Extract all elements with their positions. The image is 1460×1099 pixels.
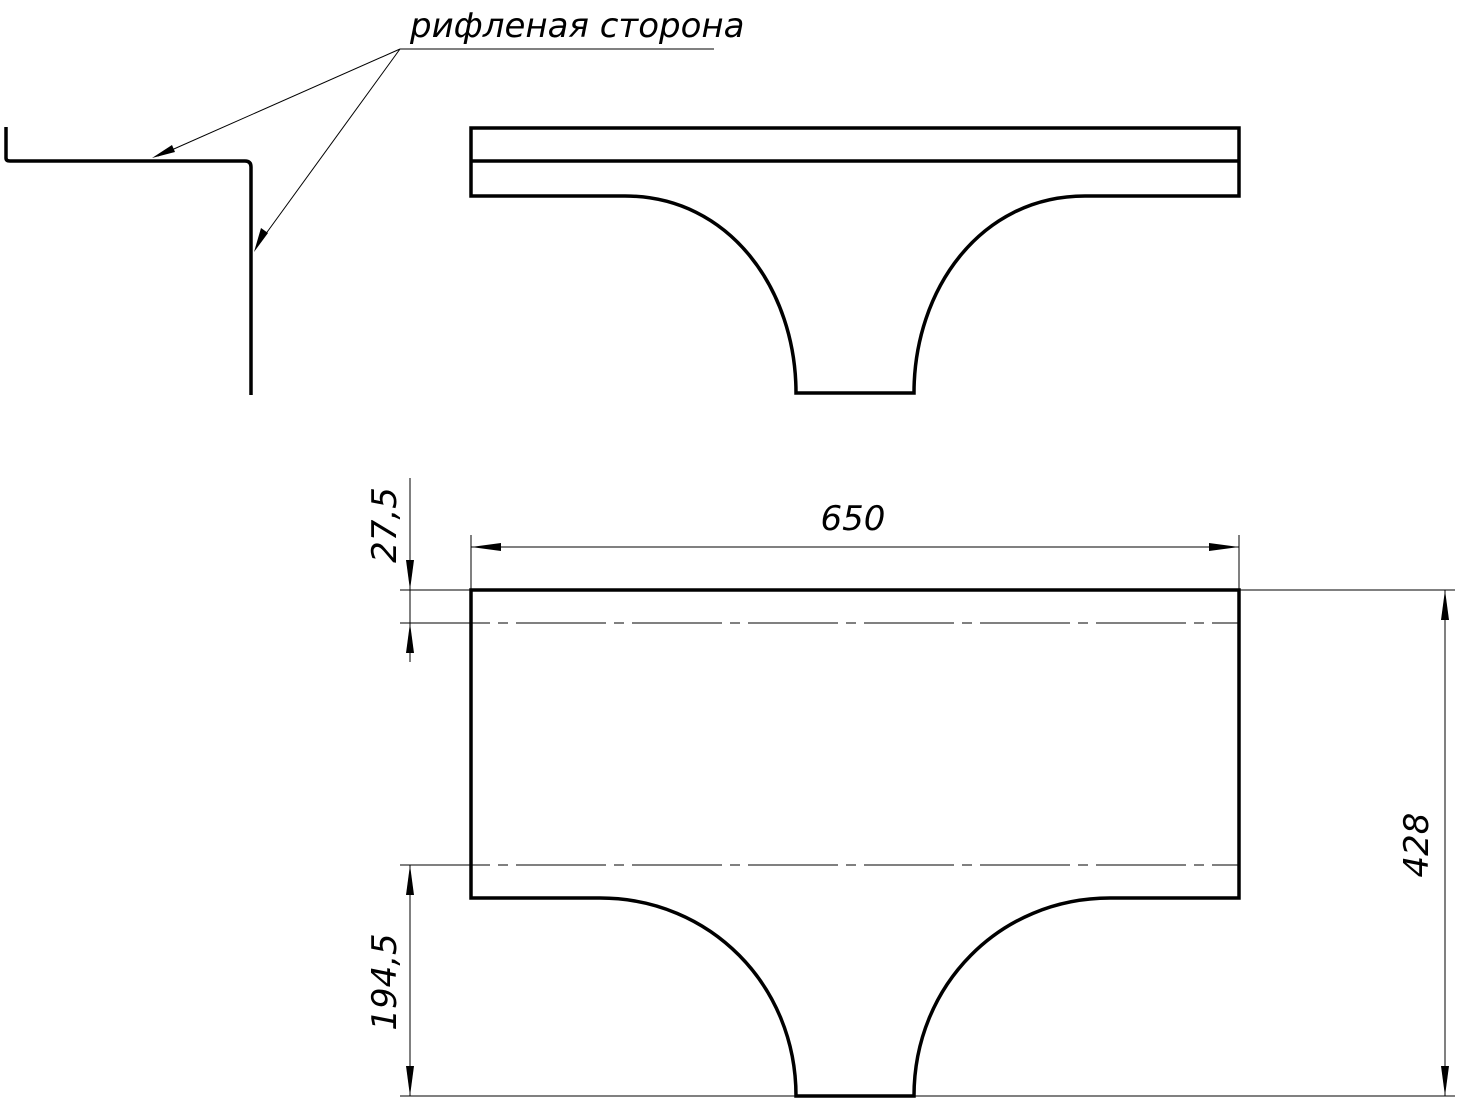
leader-note: рифленая сторона — [152, 6, 744, 252]
arrow-top-offset-lower — [406, 623, 414, 653]
arrow-bottom-offset-upper — [406, 865, 414, 895]
dimension-label-height: 428 — [1397, 813, 1437, 878]
top-view — [469, 126, 1241, 395]
dimension-bottom-offset: 194,5 — [365, 865, 796, 1097]
top-view-outline — [469, 126, 1241, 395]
arrow-height-top — [1441, 590, 1449, 620]
dimension-label-top-offset: 27,5 — [365, 487, 405, 563]
dimension-top-offset: 27,5 — [365, 478, 471, 662]
note-text: рифленая сторона — [409, 6, 744, 46]
arrow-width-right — [1209, 543, 1239, 551]
side-profile — [4, 127, 253, 395]
arrow-width-left — [471, 543, 501, 551]
dimension-height: 428 — [914, 589, 1455, 1097]
arrow-top-offset-upper — [406, 560, 414, 590]
flat-pattern-outline — [469, 588, 1241, 1098]
arrow-bottom-offset-lower — [406, 1066, 414, 1096]
dimension-label-width: 650 — [821, 499, 886, 539]
side-profile-outline — [4, 127, 253, 395]
dimension-width: 650 — [470, 499, 1240, 590]
arrow-height-bottom — [1441, 1066, 1449, 1096]
leader-arrow-vertical — [254, 228, 268, 252]
leader-line-horizontal — [157, 48, 401, 157]
leader-arrow-horizontal — [152, 145, 175, 158]
dimension-label-bottom-offset: 194,5 — [365, 933, 405, 1030]
flat-pattern — [400, 588, 1241, 1098]
leader-line-vertical — [256, 48, 401, 247]
